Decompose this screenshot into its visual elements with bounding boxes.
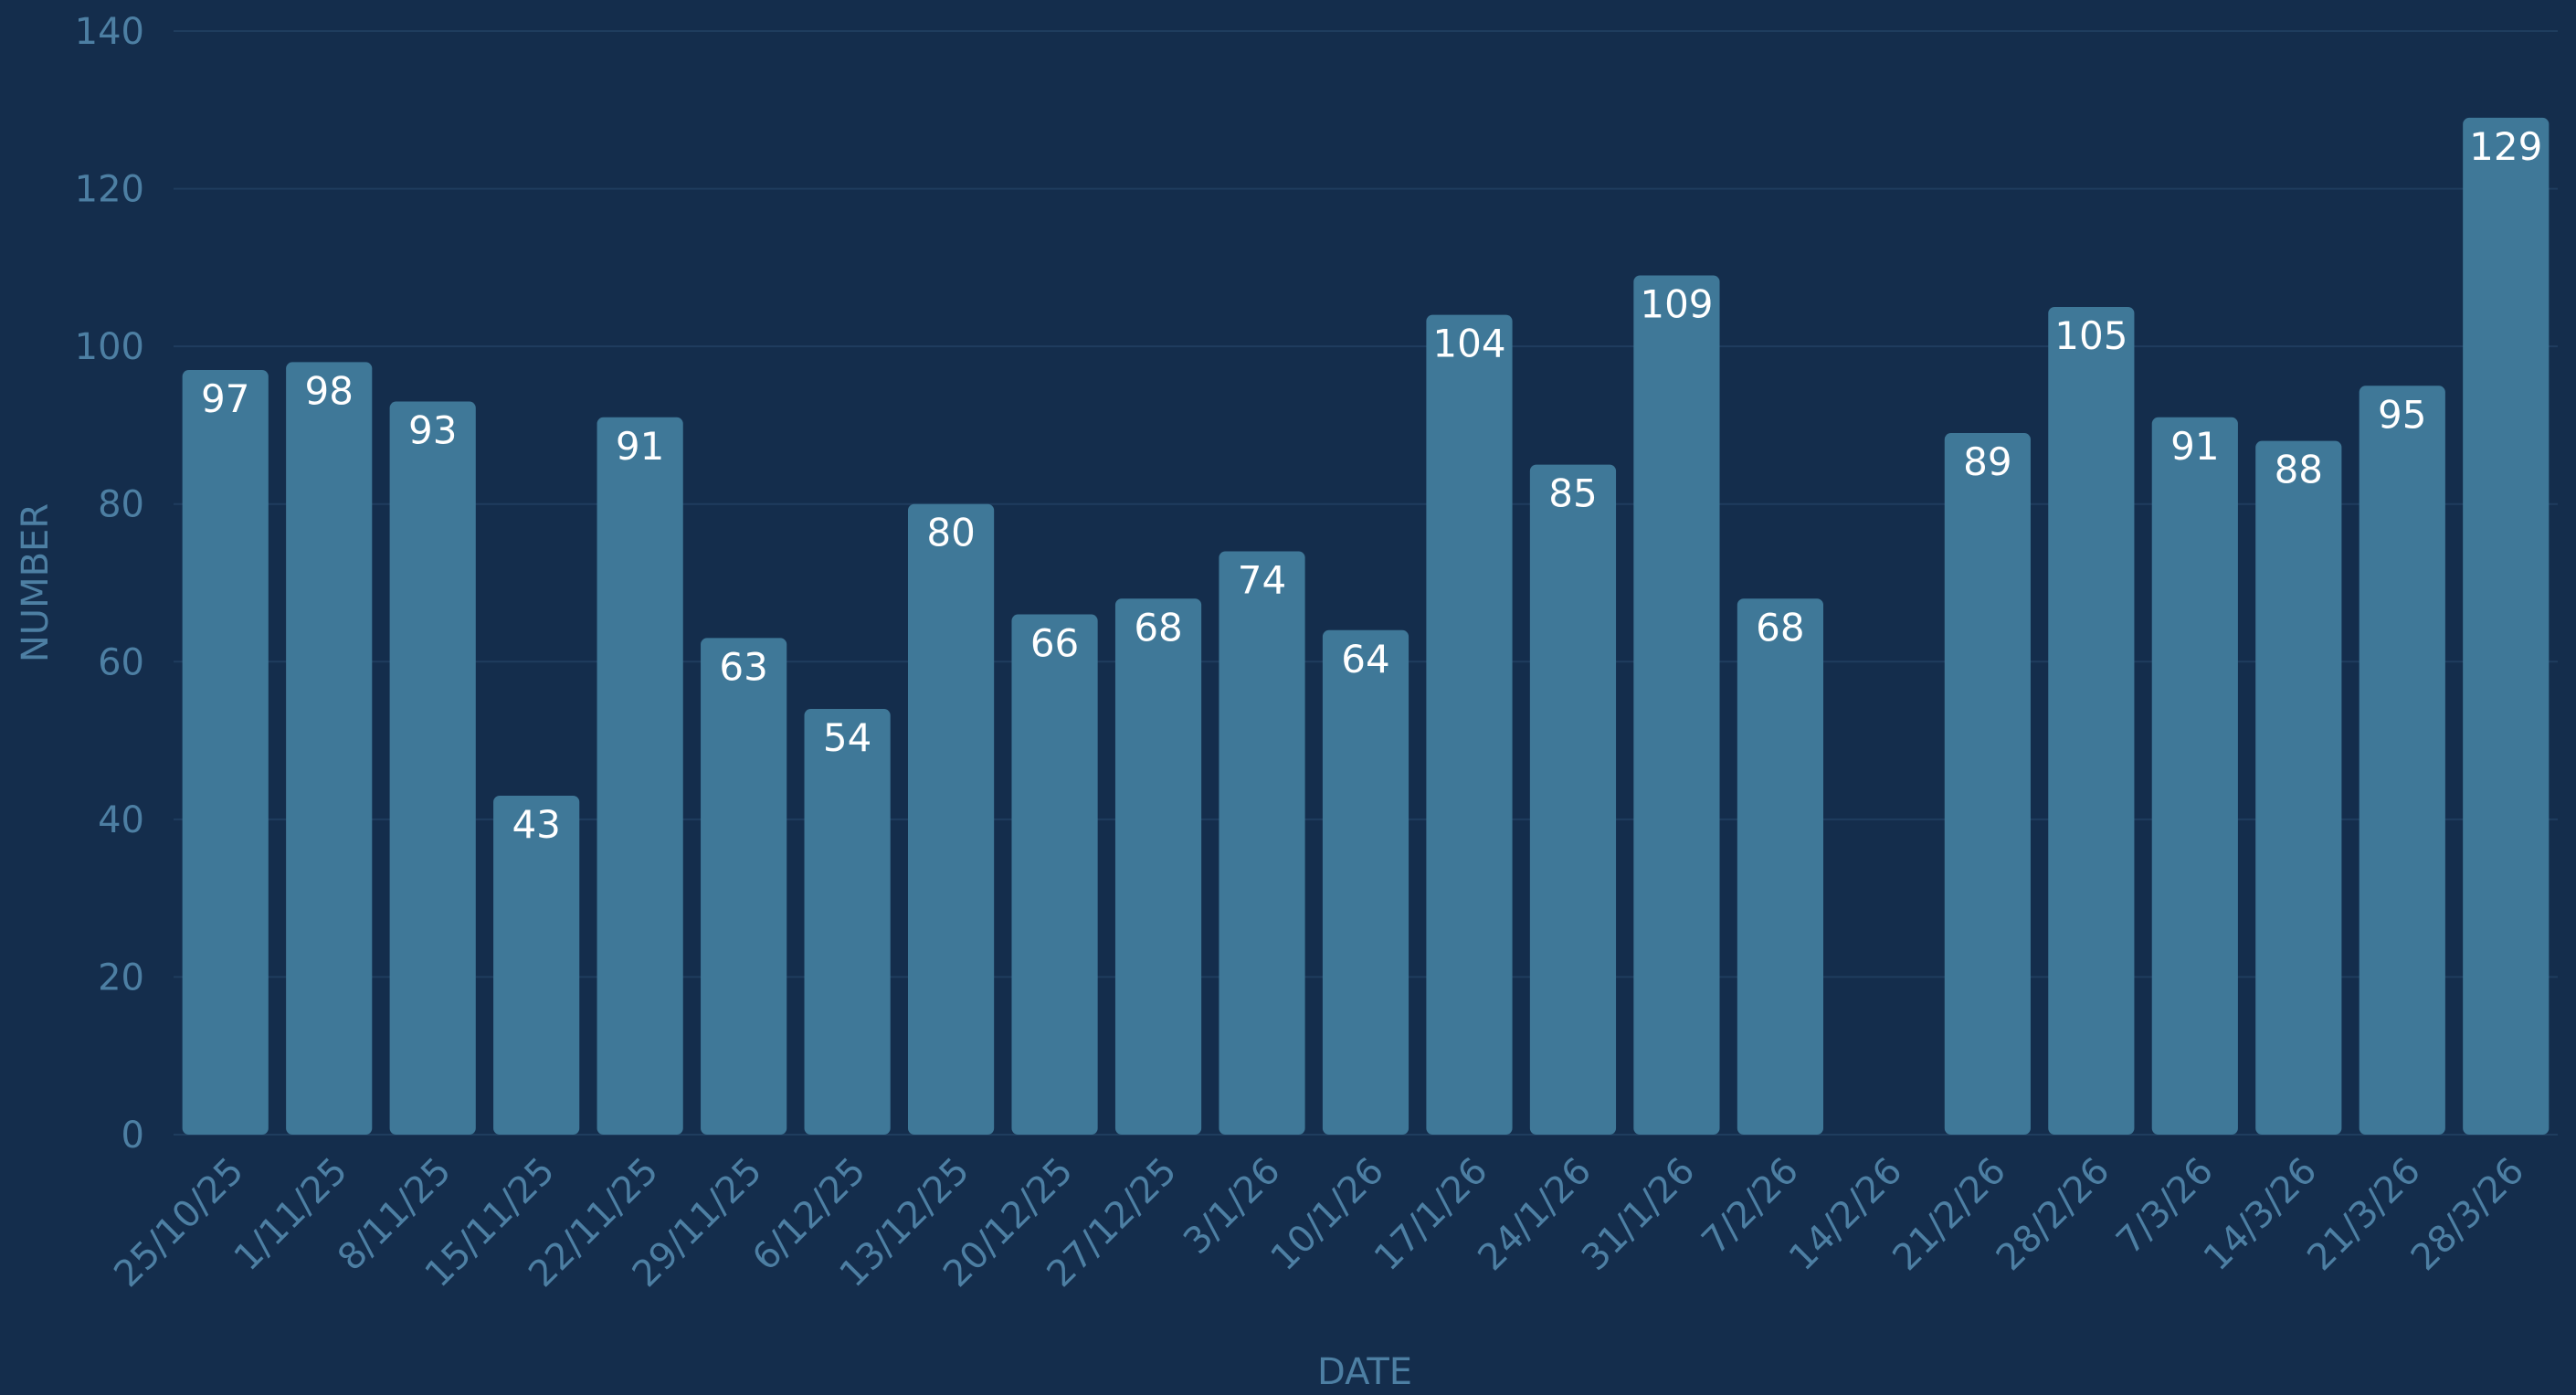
bar	[182, 370, 269, 1135]
bar-value-label: 109	[1640, 281, 1713, 326]
y-tick-label: 60	[98, 641, 144, 683]
x-axis-title: DATE	[1317, 1351, 1412, 1393]
x-tick-label: 31/1/26	[1574, 1150, 1704, 1280]
x-axis-ticks: 25/10/251/11/258/11/2515/11/2522/11/2529…	[106, 1150, 2532, 1296]
bar	[1322, 629, 1409, 1135]
x-tick-label: 10/1/26	[1263, 1150, 1393, 1280]
bar-value-label: 91	[616, 424, 664, 469]
y-tick-label: 100	[75, 326, 144, 368]
bar	[2048, 307, 2135, 1135]
bars: 97 98 93 43 91 63 54 80 66 68 74 64 104 85 109 68 89 105 9…	[182, 117, 2550, 1136]
y-tick-label: 140	[75, 11, 144, 53]
bar	[1219, 551, 1305, 1135]
bar-value-label: 93	[408, 408, 457, 453]
bar	[2255, 440, 2342, 1136]
bar	[804, 709, 891, 1135]
x-tick-label: 14/2/26	[1781, 1150, 1911, 1280]
x-tick-label: 25/10/25	[106, 1150, 252, 1296]
bar	[1011, 614, 1098, 1135]
bar-value-label: 74	[1238, 557, 1286, 602]
x-tick-label: 21/3/26	[2299, 1150, 2429, 1280]
bar	[2463, 117, 2550, 1135]
x-tick-label: 14/3/26	[2196, 1150, 2326, 1280]
bar-value-label: 104	[1432, 322, 1505, 366]
bar-value-label: 129	[2469, 124, 2542, 169]
bar-value-label: 85	[1548, 471, 1597, 516]
y-axis-title: NUMBER	[15, 503, 57, 662]
bar-value-label: 64	[1341, 637, 1389, 682]
x-tick-label: 24/1/26	[1470, 1150, 1599, 1280]
bar-value-label: 95	[2378, 392, 2426, 437]
bar	[2151, 417, 2238, 1135]
bar	[1737, 598, 1824, 1135]
bar	[1114, 598, 1202, 1135]
y-tick-label: 40	[98, 799, 144, 841]
bar-value-label: 68	[1756, 605, 1804, 650]
bar-value-label: 43	[512, 802, 560, 847]
bar-value-label: 89	[1963, 439, 2011, 484]
bar-value-label: 66	[1030, 621, 1079, 666]
x-tick-label: 1/11/25	[227, 1150, 356, 1280]
x-tick-label: 28/3/26	[2403, 1150, 2533, 1280]
x-tick-label: 17/1/26	[1367, 1150, 1496, 1280]
y-tick-label: 0	[121, 1115, 144, 1157]
bar	[907, 503, 995, 1135]
bar-value-label: 105	[2054, 313, 2127, 358]
bar-value-label: 68	[1134, 605, 1182, 650]
bar-value-label: 63	[719, 644, 767, 689]
bar-value-label: 98	[304, 368, 353, 413]
bar-value-label: 97	[201, 376, 249, 421]
bar	[1426, 314, 1513, 1136]
bar	[1944, 433, 2031, 1135]
bar	[286, 362, 373, 1135]
bar-value-label: 80	[926, 511, 975, 555]
bar	[596, 417, 683, 1135]
bar	[2359, 386, 2445, 1135]
bar-value-label: 54	[823, 715, 871, 760]
bar	[1529, 464, 1617, 1136]
y-tick-label: 80	[98, 484, 144, 526]
bar	[389, 401, 476, 1135]
bar	[701, 638, 787, 1135]
bar-value-label: 88	[2275, 448, 2323, 492]
x-tick-label: 28/2/26	[1989, 1150, 2118, 1280]
y-tick-label: 20	[98, 956, 144, 999]
x-tick-label: 21/2/26	[1884, 1150, 2014, 1280]
bar-value-label: 91	[2170, 424, 2219, 469]
bar	[493, 795, 580, 1135]
y-axis-ticks: 0 20 40 60 80 100 120 140	[75, 11, 144, 1157]
y-tick-label: 120	[75, 169, 144, 211]
bar	[1633, 275, 1720, 1135]
